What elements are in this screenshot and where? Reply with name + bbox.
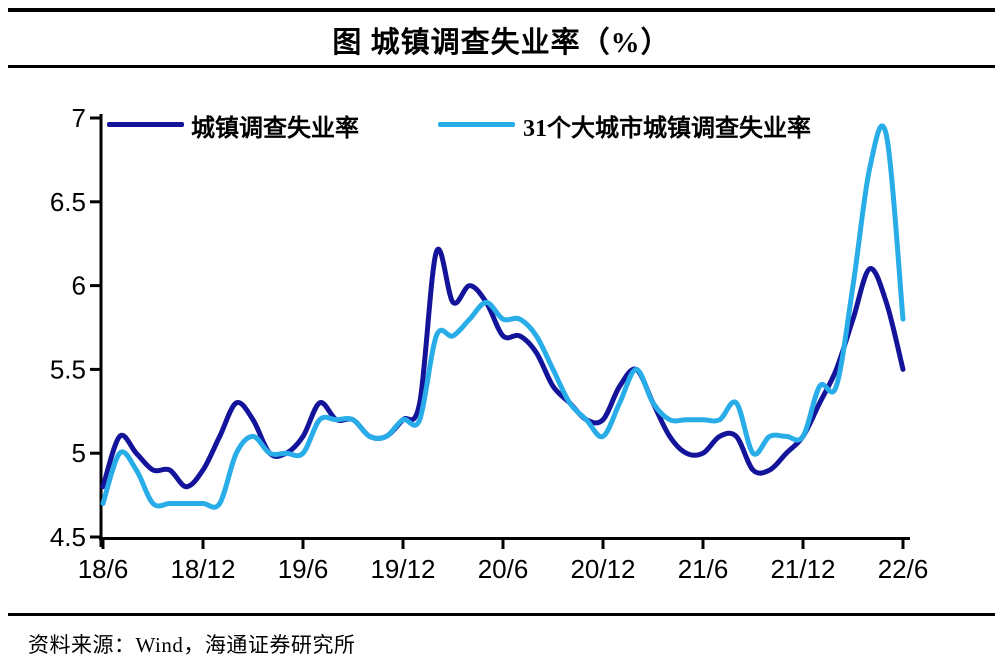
x-tick-label: 20/12 [570, 554, 635, 584]
x-tick-label: 19/6 [278, 554, 329, 584]
x-axis-ticks [101, 538, 905, 549]
x-tick-label: 21/6 [678, 554, 729, 584]
x-axis-labels: 18/6 18/12 19/6 19/12 20/6 20/12 21/6 21… [78, 554, 929, 584]
y-tick-label: 6 [72, 271, 86, 301]
y-tick-label: 7 [72, 103, 86, 133]
chart-title: 图 城镇调查失业率（%） [332, 27, 671, 59]
series-line-31-cities-unemployment [100, 123, 906, 510]
footer-divider [8, 613, 995, 616]
x-tick-label: 20/6 [478, 554, 529, 584]
title-divider [8, 65, 995, 68]
x-tick-label: 19/12 [370, 554, 435, 584]
x-tick-label: 18/12 [170, 554, 235, 584]
legend-swatch-31cities [438, 122, 515, 127]
x-tick-label: 21/12 [770, 554, 835, 584]
y-tick-label: 4.5 [50, 522, 86, 552]
legend-label-31cities: 31个大城市城镇调查失业率 [523, 116, 811, 142]
source-note: 资料来源：Wind，海通证券研究所 [28, 633, 356, 657]
top-divider [8, 8, 995, 12]
y-tick-label: 5 [72, 438, 86, 468]
x-tick-label: 22/6 [878, 554, 929, 584]
x-tick-label: 18/6 [78, 554, 129, 584]
y-axis-labels: 7 6.5 6 5.5 5 4.5 [50, 103, 86, 552]
y-tick-label: 5.5 [50, 354, 86, 384]
y-tick-label: 6.5 [50, 187, 86, 217]
series-line-national-unemployment [100, 246, 906, 490]
y-axis-ticks [90, 116, 101, 539]
legend-swatch-national [107, 122, 184, 127]
legend-label-national: 城镇调查失业率 [191, 116, 359, 142]
